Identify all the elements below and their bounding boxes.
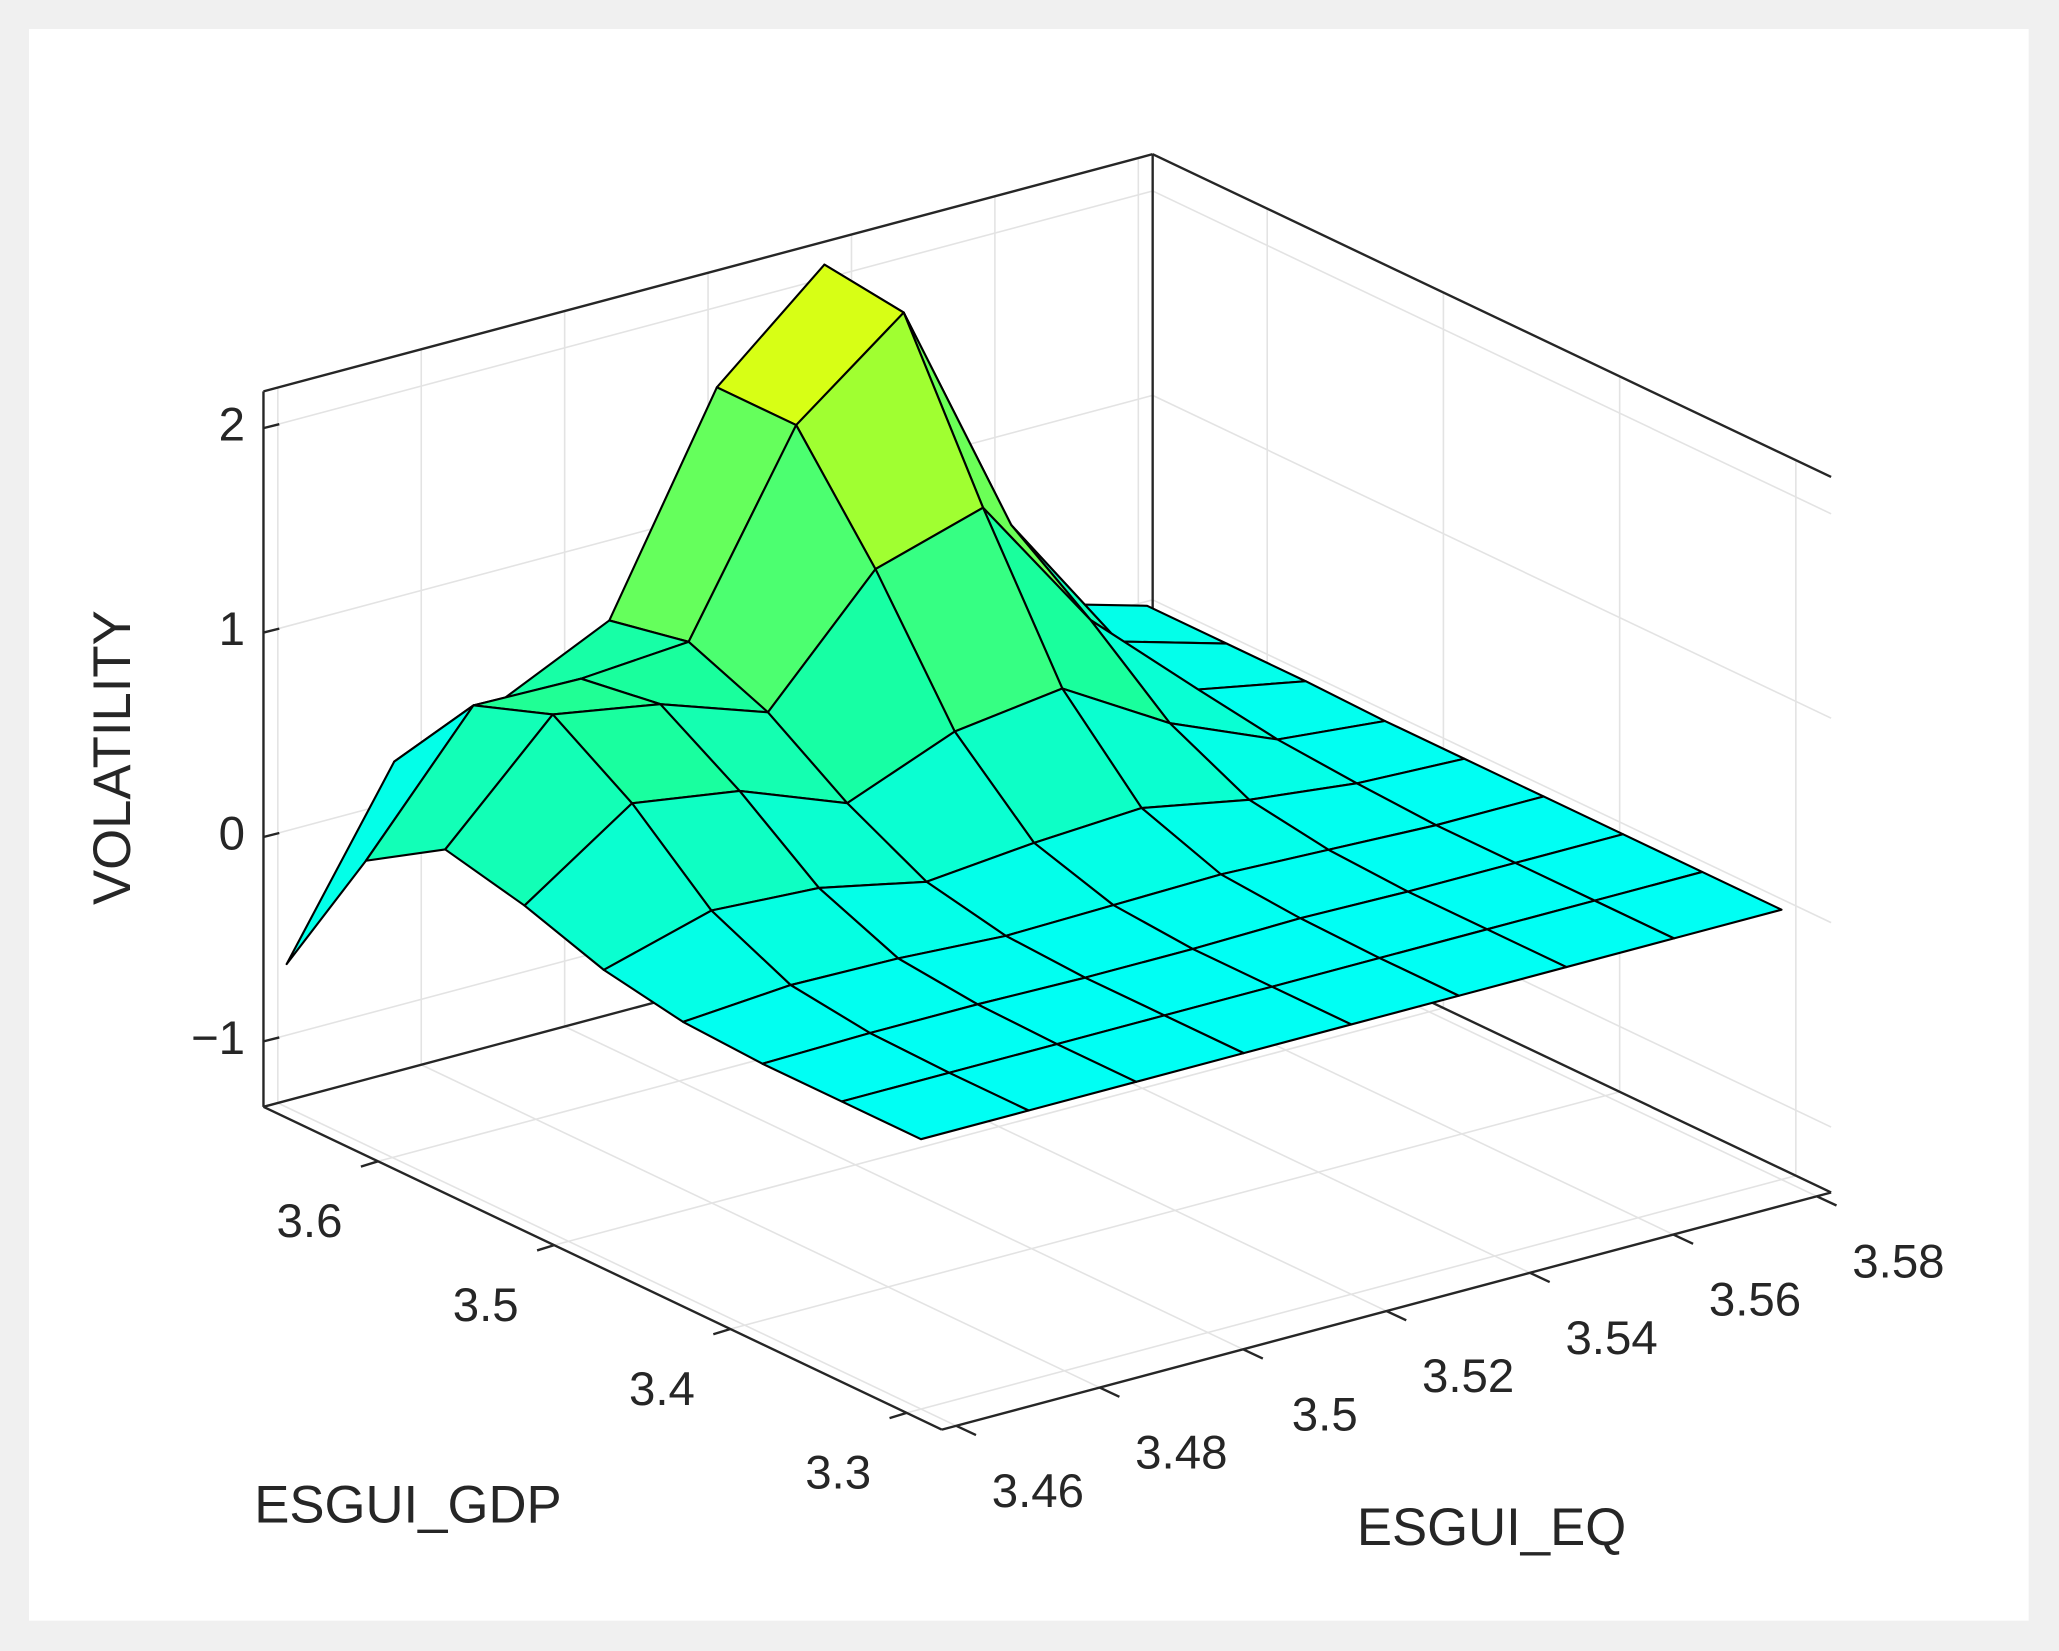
grid-line <box>554 1007 1444 1246</box>
z-tick <box>263 1036 280 1043</box>
box-edge <box>263 153 1153 393</box>
x-axis-label: ESGUI_EQ <box>1357 1498 1626 1557</box>
grid-line <box>1152 599 1832 924</box>
box-edge <box>1152 153 1832 479</box>
y-tick-label: 3.4 <box>629 1363 695 1416</box>
z-tick-label: −1 <box>191 1012 245 1065</box>
z-tick <box>263 831 280 839</box>
x-tick <box>1816 1195 1838 1207</box>
grid-line <box>277 1102 957 1427</box>
surface <box>285 263 1783 1141</box>
y-tick <box>360 1160 379 1168</box>
surface-patch <box>840 1071 1030 1141</box>
x-tick-label: 3.54 <box>1565 1312 1657 1365</box>
z-tick <box>263 627 280 634</box>
y-tick <box>889 1411 908 1420</box>
y-tick <box>712 1327 731 1336</box>
z-tick <box>263 423 280 430</box>
z-tick-label: 2 <box>219 399 245 452</box>
y-tick-label: 3.5 <box>453 1279 519 1332</box>
labels: VOLATILITY ESGUI_GDP ESGUI_EQ <box>83 610 1626 1557</box>
grid-line <box>564 1025 1244 1351</box>
z-tick-label: 0 <box>219 808 245 861</box>
x-tick-label: 3.46 <box>992 1465 1084 1518</box>
x-tick-label: 3.56 <box>1709 1274 1801 1327</box>
y-tick-label: 3.3 <box>805 1447 871 1500</box>
grid-line <box>1152 190 1832 515</box>
z-axis-label: VOLATILITY <box>83 610 142 905</box>
x-tick-label: 3.5 <box>1292 1388 1358 1441</box>
grid-line <box>263 190 1153 429</box>
x-tick <box>1385 1309 1407 1322</box>
grid-line <box>730 1091 1620 1330</box>
x-axis-line <box>941 1191 1832 1431</box>
grid-line <box>906 1174 1797 1414</box>
y-tick <box>536 1244 555 1252</box>
grid-line <box>420 1064 1100 1389</box>
z-tick-label: 1 <box>219 603 245 656</box>
x-tick <box>1529 1271 1551 1284</box>
axes-box: −1 0 1 2 3.3 3.4 3.5 3.6 3.46 3.48 3.5 3.52 3.54 3.56… <box>191 391 1945 1518</box>
y-tick-label: 3.6 <box>277 1195 343 1248</box>
x-tick-label: 3.58 <box>1852 1235 1944 1288</box>
x-tick <box>1672 1233 1694 1245</box>
grid-line <box>1152 394 1832 719</box>
x-tick-label: 3.52 <box>1422 1350 1514 1403</box>
x-tick <box>1099 1386 1120 1398</box>
x-tick-label: 3.48 <box>1135 1427 1227 1480</box>
y-axis-label: ESGUI_GDP <box>254 1476 561 1535</box>
x-tick <box>955 1424 977 1437</box>
x-tick <box>1242 1348 1264 1360</box>
